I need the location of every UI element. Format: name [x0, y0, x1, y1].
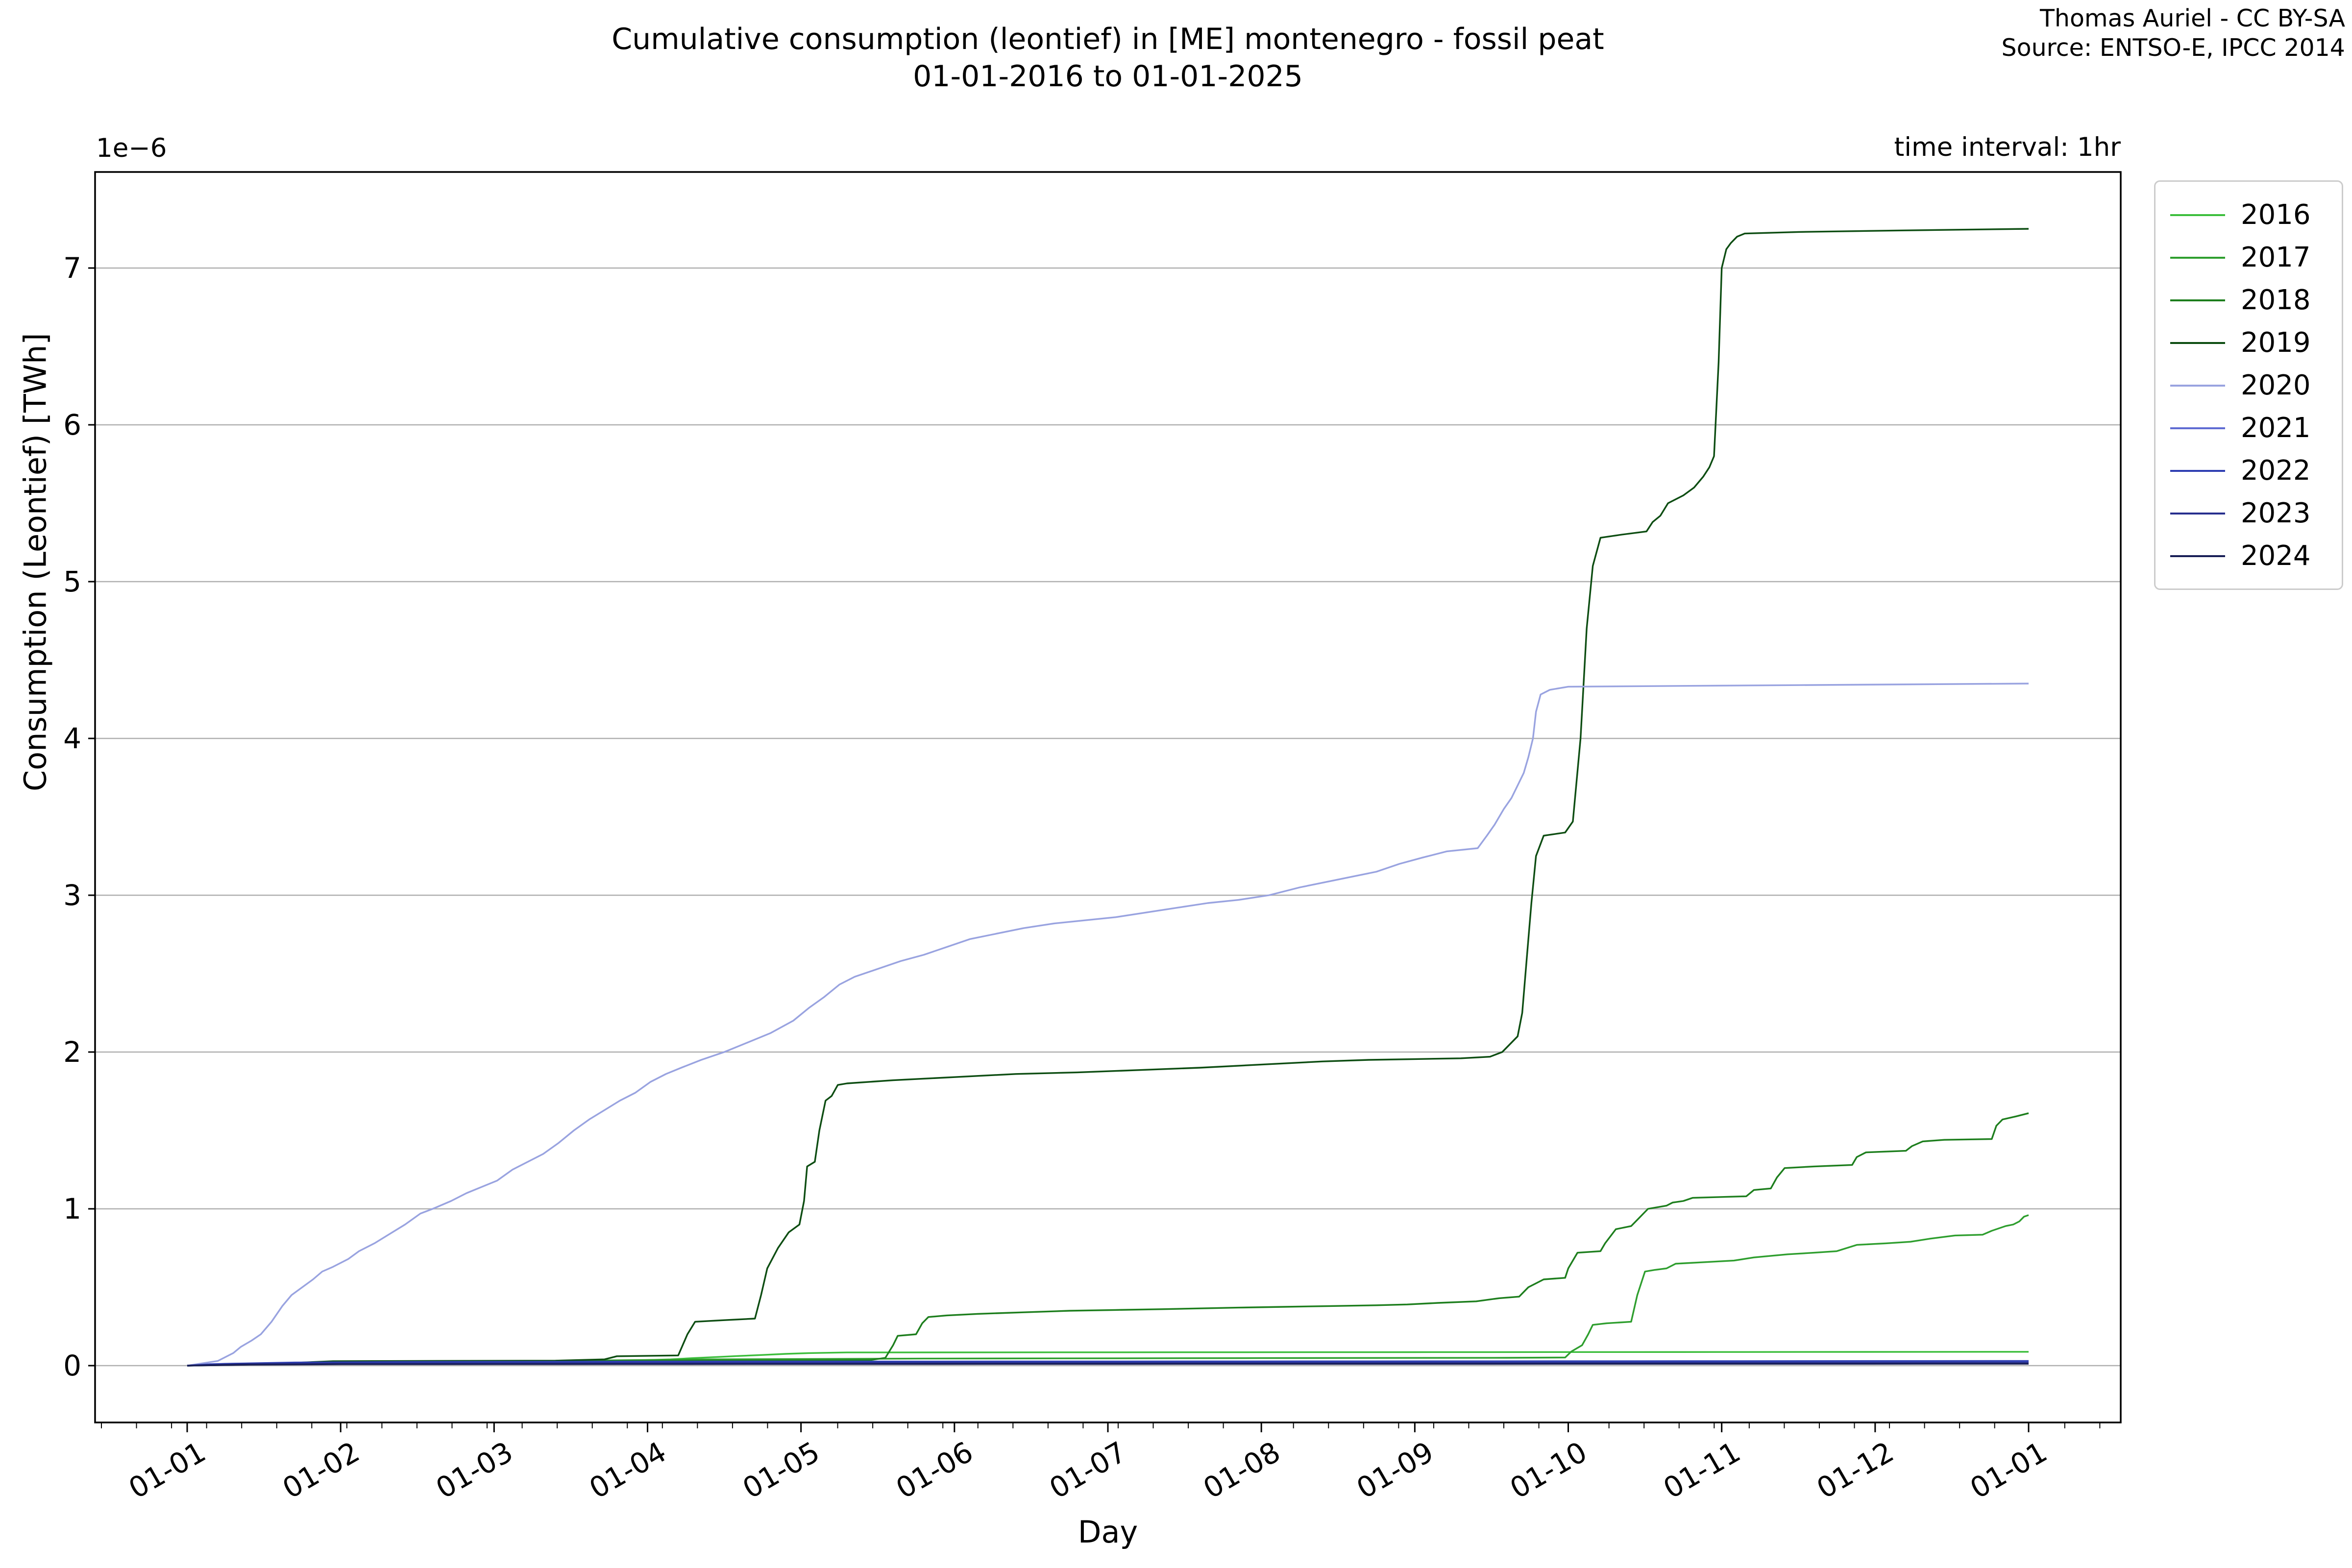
x-major-ticks: [186, 1422, 2030, 1432]
legend-entry-label: 2020: [2241, 369, 2311, 401]
series-line-2017: [187, 1214, 2029, 1367]
y-tick-label-0: 0: [63, 1349, 81, 1382]
legend-entry-2022: 2022: [2170, 449, 2342, 492]
legend-entry-label: 2019: [2241, 326, 2311, 359]
y-tick-label-2: 2: [63, 1035, 81, 1069]
y-tick-label-3: 3: [63, 879, 81, 912]
y-axis-offset-label: 1e−6: [96, 133, 167, 163]
y-tick-label-4: 4: [63, 722, 81, 755]
axes-spines: [94, 171, 2122, 1423]
attribution: Thomas Auriel - CC BY-SA Source: ENTSO-E…: [2002, 4, 2345, 63]
y-tick-label-1: 1: [63, 1192, 81, 1225]
legend-entry-label: 2016: [2241, 198, 2311, 231]
gridlines: [95, 267, 2121, 1367]
y-major-ticks: [88, 267, 95, 1367]
y-tick-label-6: 6: [63, 408, 81, 441]
legend-entry-label: 2021: [2241, 412, 2311, 444]
legend: 2016 2017 2018 2019 2020 2021 2022 2023 2024: [2154, 180, 2343, 590]
series-lines: [187, 228, 2029, 1367]
x-minor-ticks: [101, 1422, 2101, 1428]
legend-entry-2021: 2021: [2170, 407, 2342, 449]
legend-entry-2020: 2020: [2170, 364, 2342, 407]
series-line-2019: [187, 228, 2029, 1367]
legend-entry-label: 2023: [2241, 497, 2311, 529]
legend-line-swatch-2019: [2170, 342, 2225, 344]
series-line-2020: [187, 683, 2029, 1367]
legend-entry-2018: 2018: [2170, 279, 2342, 321]
legend-line-swatch-2016: [2170, 214, 2225, 216]
legend-entry-label: 2024: [2241, 539, 2311, 572]
legend-line-swatch-2022: [2170, 469, 2225, 472]
legend-line-swatch-2017: [2170, 256, 2225, 259]
y-tick-label-7: 7: [63, 251, 81, 285]
legend-entry-2016: 2016: [2170, 194, 2342, 236]
legend-entry-2017: 2017: [2170, 236, 2342, 279]
legend-line-swatch-2018: [2170, 299, 2225, 301]
legend-line-swatch-2021: [2170, 427, 2225, 429]
y-tick-label-5: 5: [63, 565, 81, 598]
attribution-author: Thomas Auriel - CC BY-SA: [2039, 4, 2345, 32]
legend-line-swatch-2023: [2170, 512, 2225, 514]
legend-entry-label: 2022: [2241, 454, 2311, 487]
x-axis-label: Day: [1078, 1514, 1138, 1550]
legend-entry-label: 2018: [2241, 284, 2311, 316]
legend-line-swatch-2024: [2170, 555, 2225, 557]
series-line-2018: [187, 1112, 2029, 1367]
legend-line-swatch-2020: [2170, 384, 2225, 387]
time-interval-note: time interval: 1hr: [1894, 132, 2121, 162]
legend-entry-label: 2017: [2241, 241, 2311, 273]
series-line-2024: [187, 1363, 2029, 1367]
chart-title-line1: Cumulative consumption (leontief) in [ME…: [612, 22, 1604, 56]
chart-title-line2: 01-01-2016 to 01-01-2025: [913, 59, 1303, 94]
attribution-source: Source: ENTSO-E, IPCC 2014: [2001, 34, 2345, 62]
legend-entry-2024: 2024: [2170, 535, 2342, 577]
legend-entry-2019: 2019: [2170, 321, 2342, 364]
chart-title: Cumulative consumption (leontief) in [ME…: [95, 21, 2121, 95]
legend-entry-2023: 2023: [2170, 492, 2342, 535]
